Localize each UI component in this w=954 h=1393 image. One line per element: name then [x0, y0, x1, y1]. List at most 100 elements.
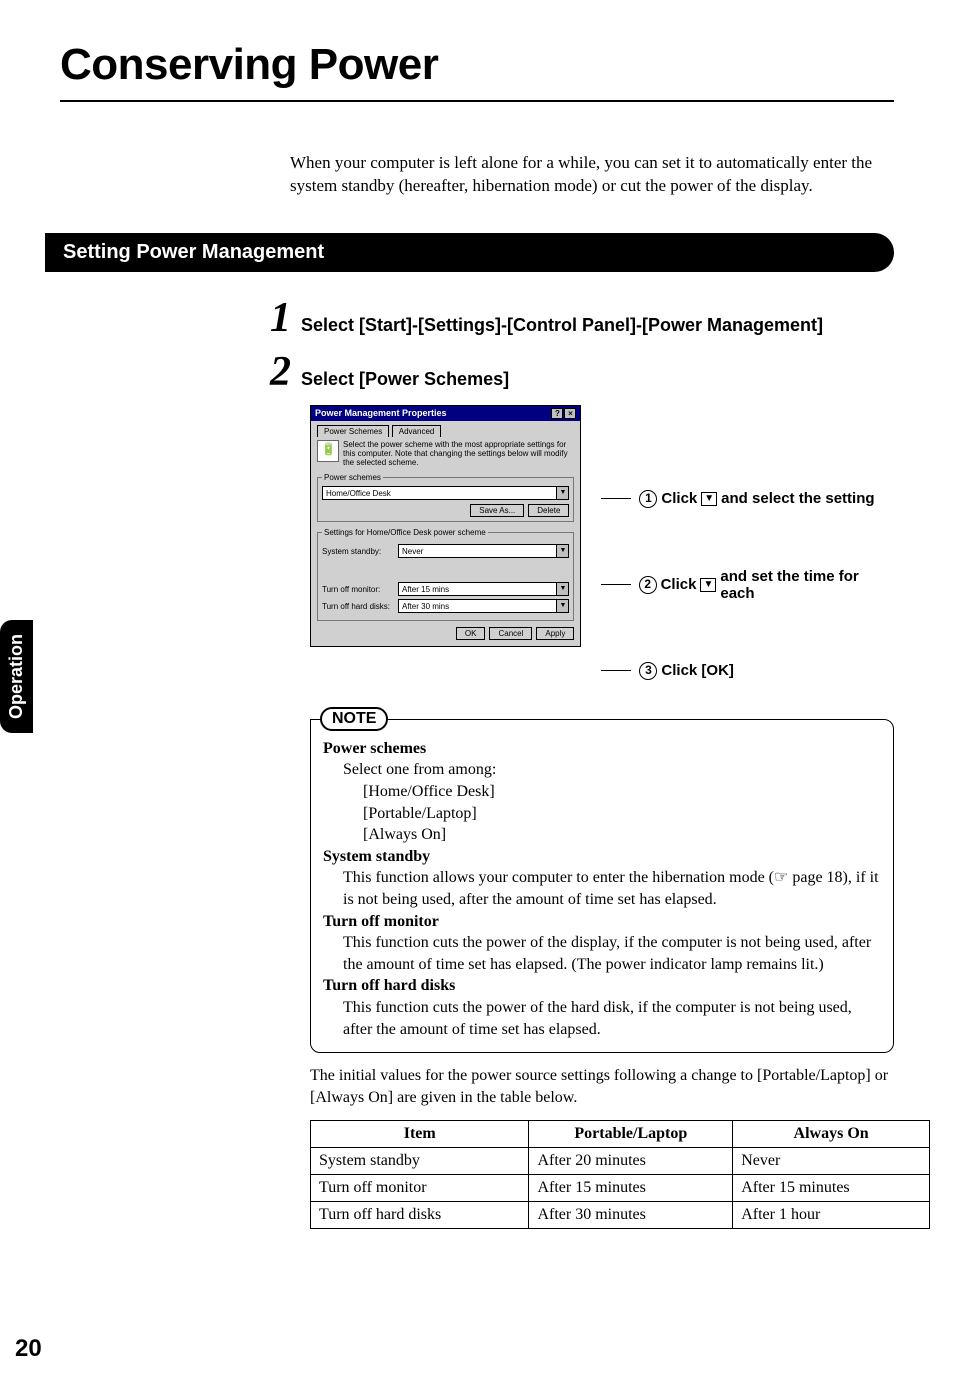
note-opt1: [Home/Office Desk]	[363, 781, 881, 803]
section-header: Setting Power Management	[45, 233, 894, 272]
step-1-num: 1	[270, 297, 291, 339]
dropdown-icon: ▼	[701, 492, 717, 506]
cell: Never	[733, 1148, 930, 1175]
step-2-text: Select [Power Schemes]	[301, 369, 509, 390]
dialog-buttons: OK Cancel Apply	[317, 627, 574, 640]
callout-1-pre: Click	[661, 490, 697, 507]
hdd-dropdown[interactable]: After 30 mins ▼	[398, 599, 569, 613]
dialog-and-callouts: Power Management Properties ?× Power Sch…	[310, 405, 894, 680]
tab-power-schemes[interactable]: Power Schemes	[317, 425, 389, 437]
callout-1: 1 Click ▼ and select the setting	[601, 490, 894, 508]
table-row: Turn off hard disks After 30 minutes Aft…	[311, 1202, 930, 1229]
step-2: 2 Select [Power Schemes]	[270, 351, 894, 393]
th-portable: Portable/Laptop	[529, 1121, 733, 1148]
note-label: NOTE	[320, 707, 388, 731]
title-rule	[60, 100, 894, 102]
note-h1: Power schemes	[323, 738, 881, 760]
save-as-button[interactable]: Save As...	[470, 504, 524, 517]
note-box: NOTE Power schemes Select one from among…	[310, 695, 894, 1053]
callout-2-post: and set the time for each	[720, 568, 894, 602]
scheme-settings-group: Settings for Home/Office Desk power sche…	[317, 528, 574, 621]
dropdown-icon: ▼	[700, 578, 716, 592]
row-standby: System standby: Never ▼	[322, 544, 569, 558]
chevron-down-icon[interactable]: ▼	[556, 545, 568, 557]
monitor-value: After 15 mins	[399, 585, 556, 594]
delete-button[interactable]: Delete	[528, 504, 569, 517]
note-h2: System standby	[323, 846, 881, 868]
note-opt2: [Portable/Laptop]	[363, 803, 881, 825]
label-monitor: Turn off monitor:	[322, 585, 392, 594]
values-table: Item Portable/Laptop Always On System st…	[310, 1120, 930, 1229]
hdd-value: After 30 mins	[399, 602, 556, 611]
dialog-title: Power Management Properties	[315, 408, 447, 419]
intro-text: When your computer is left alone for a w…	[290, 152, 894, 198]
callout-2-num: 2	[639, 576, 657, 594]
note-body: Power schemes Select one from among: [Ho…	[310, 719, 894, 1053]
cell: After 30 minutes	[529, 1202, 733, 1229]
page-title: Conserving Power	[60, 40, 894, 90]
battery-icon	[317, 440, 339, 462]
note-p3: This function cuts the power of the disp…	[343, 932, 881, 975]
step-1-text: Select [Start]-[Settings]-[Control Panel…	[301, 315, 823, 336]
callout-2: 2 Click ▼ and set the time for each	[601, 568, 894, 602]
tab-row: Power Schemes Advanced	[317, 425, 574, 437]
th-always: Always On	[733, 1121, 930, 1148]
after-note-text: The initial values for the power source …	[310, 1065, 894, 1108]
cell: System standby	[311, 1148, 529, 1175]
callout-1-num: 1	[639, 490, 657, 508]
ok-button[interactable]: OK	[456, 627, 486, 640]
chevron-down-icon[interactable]: ▼	[556, 600, 568, 612]
callout-3-text: Click [OK]	[661, 662, 734, 679]
page-number: 20	[15, 1335, 42, 1363]
cell: After 15 minutes	[733, 1175, 930, 1202]
callout-3-num: 3	[639, 662, 657, 680]
scheme-settings-legend: Settings for Home/Office Desk power sche…	[322, 528, 488, 537]
table-row: System standby After 20 minutes Never	[311, 1148, 930, 1175]
cell: Turn off hard disks	[311, 1202, 529, 1229]
row-hdd: Turn off hard disks: After 30 mins ▼	[322, 599, 569, 613]
dialog-desc: Select the power scheme with the most ap…	[317, 440, 574, 468]
cell: After 15 minutes	[529, 1175, 733, 1202]
note-h3: Turn off monitor	[323, 911, 881, 933]
note-p2: This function allows your computer to en…	[343, 867, 881, 910]
note-h4: Turn off hard disks	[323, 975, 881, 997]
scheme-selected: Home/Office Desk	[323, 489, 556, 498]
th-item: Item	[311, 1121, 529, 1148]
callout-2-pre: Click	[661, 576, 697, 593]
power-schemes-group: Power schemes Home/Office Desk ▼ Save As…	[317, 473, 574, 522]
note-l1: Select one from among:	[343, 759, 881, 781]
cancel-button[interactable]: Cancel	[489, 627, 532, 640]
label-standby: System standby:	[322, 547, 392, 556]
row-monitor: Turn off monitor: After 15 mins ▼	[322, 582, 569, 596]
standby-value: Never	[399, 547, 556, 556]
note-opt3: [Always On]	[363, 824, 881, 846]
table-row: Turn off monitor After 15 minutes After …	[311, 1175, 930, 1202]
side-tab-operation: Operation	[0, 620, 33, 733]
power-schemes-legend: Power schemes	[322, 473, 383, 482]
label-hdd: Turn off hard disks:	[322, 602, 392, 611]
dialog-desc-text: Select the power scheme with the most ap…	[343, 440, 574, 468]
note-p4: This function cuts the power of the hard…	[343, 997, 881, 1040]
chevron-down-icon[interactable]: ▼	[556, 583, 568, 595]
apply-button[interactable]: Apply	[536, 627, 574, 640]
callouts: 1 Click ▼ and select the setting 2 Click…	[601, 405, 894, 680]
power-mgmt-dialog: Power Management Properties ?× Power Sch…	[310, 405, 581, 648]
monitor-dropdown[interactable]: After 15 mins ▼	[398, 582, 569, 596]
step-1: 1 Select [Start]-[Settings]-[Control Pan…	[270, 297, 894, 339]
callout-1-post: and select the setting	[721, 490, 874, 507]
callout-3: 3 Click [OK]	[601, 662, 894, 680]
close-icon[interactable]: ×	[564, 408, 576, 419]
scheme-dropdown[interactable]: Home/Office Desk ▼	[322, 486, 569, 500]
step-2-num: 2	[270, 351, 291, 393]
steps-block: 1 Select [Start]-[Settings]-[Control Pan…	[270, 297, 894, 393]
dialog-titlebar: Power Management Properties ?×	[311, 406, 580, 421]
window-controls: ?×	[550, 408, 576, 419]
table-header-row: Item Portable/Laptop Always On	[311, 1121, 930, 1148]
cell: After 20 minutes	[529, 1148, 733, 1175]
tab-advanced[interactable]: Advanced	[392, 425, 442, 437]
cell: Turn off monitor	[311, 1175, 529, 1202]
cell: After 1 hour	[733, 1202, 930, 1229]
help-icon[interactable]: ?	[551, 408, 563, 419]
standby-dropdown[interactable]: Never ▼	[398, 544, 569, 558]
chevron-down-icon[interactable]: ▼	[556, 487, 568, 499]
